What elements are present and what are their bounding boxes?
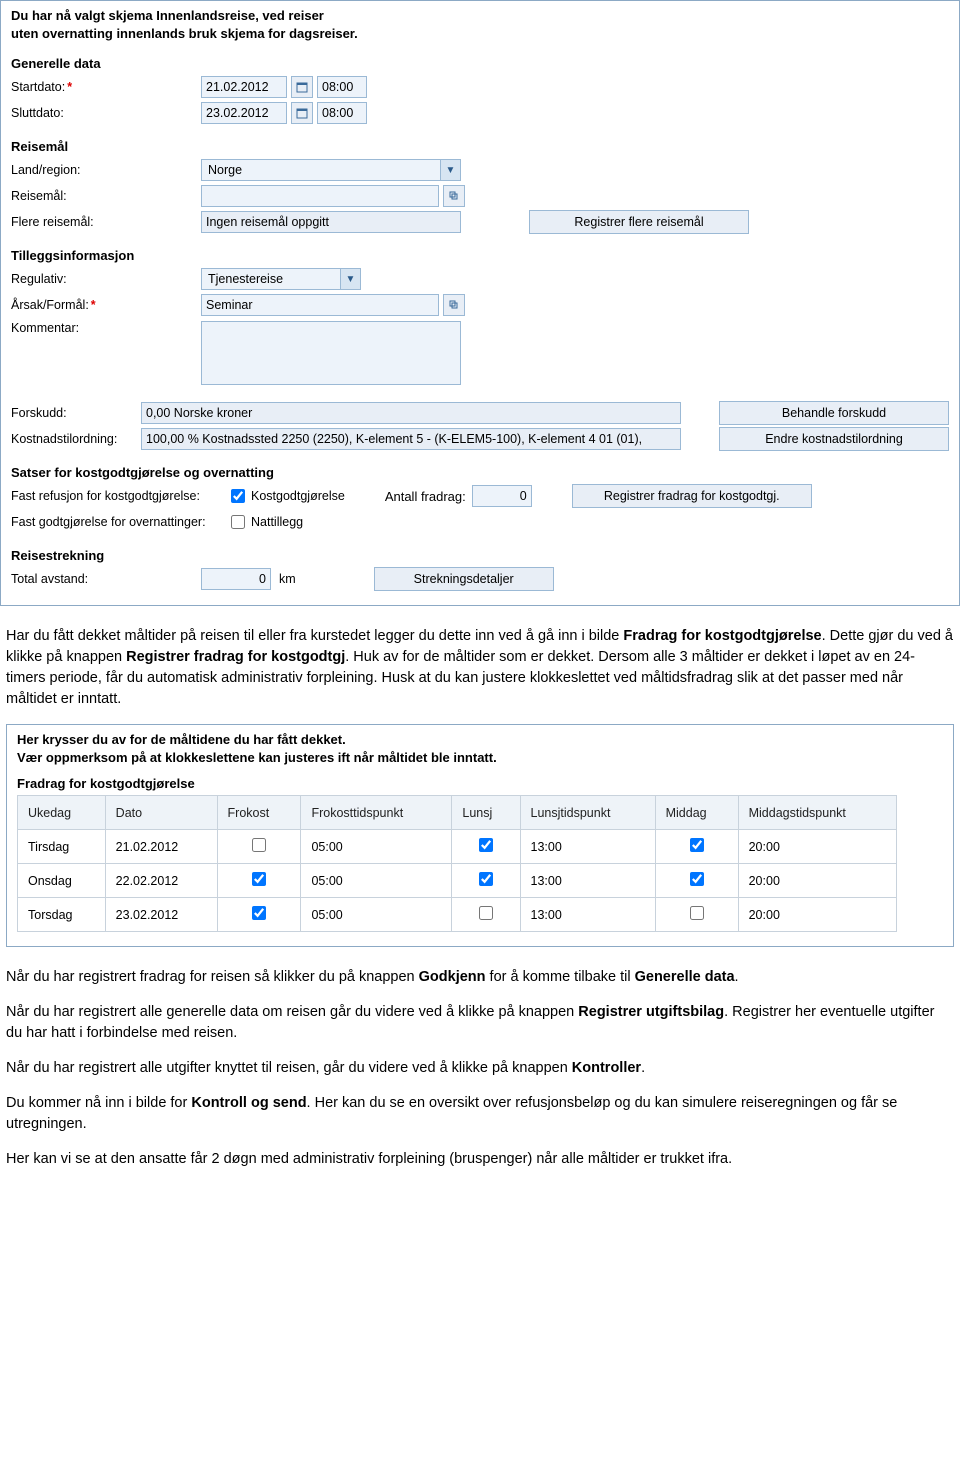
kostgodtgjorelse-checkbox-label: Kostgodtgjørelse	[251, 489, 345, 503]
arsak-input[interactable]	[201, 294, 439, 316]
chevron-down-icon[interactable]: ▼	[340, 269, 360, 289]
kostgodtgjorelse-checkbox[interactable]: Kostgodtgjørelse	[231, 489, 345, 503]
meal-table-row: Onsdag22.02.201205:0013:0020:00	[18, 864, 897, 898]
registrer-fradrag-button[interactable]: Registrer fradrag for kostgodtgj.	[572, 484, 812, 508]
middag-checkbox[interactable]	[690, 906, 704, 920]
sluttdato-row: Sluttdato:	[11, 101, 949, 125]
behandle-forskudd-button[interactable]: Behandle forskudd	[719, 401, 949, 425]
regulativ-label: Regulativ:	[11, 272, 201, 287]
fast-refusjon-label: Fast refusjon for kostgodtgjørelse:	[11, 489, 231, 504]
col-lunsj: Lunsj	[452, 796, 520, 830]
total-avstand-input[interactable]	[201, 568, 271, 590]
meal-table: Ukedag Dato Frokost Frokosttidspunkt Lun…	[17, 795, 897, 932]
doc-paragraph-6: Her kan vi se at den ansatte får 2 døgn …	[6, 1149, 954, 1170]
col-ukedag: Ukedag	[18, 796, 106, 830]
total-avstand-label: Total avstand:	[11, 572, 201, 587]
section-reisestrekning: Reisestrekning	[11, 548, 949, 563]
lunsj-checkbox[interactable]	[479, 906, 493, 920]
regulativ-row: Regulativ: Tjenestereise ▼	[11, 267, 949, 291]
col-middag: Middag	[655, 796, 738, 830]
startdato-label: Startdato:*	[11, 80, 201, 95]
col-middagtid: Middagstidspunkt	[738, 796, 896, 830]
doc-paragraph-1: Har du fått dekket måltider på reisen ti…	[6, 626, 954, 710]
land-combo-text: Norge	[202, 163, 440, 177]
startdato-row: Startdato:*	[11, 75, 949, 99]
frokost-checkbox[interactable]	[252, 838, 266, 852]
nattillegg-checkbox-input[interactable]	[231, 515, 245, 529]
flere-reisemal-label: Flere reisemål:	[11, 215, 201, 230]
frokost-checkbox[interactable]	[252, 872, 266, 886]
section-generelle-data: Generelle data	[11, 56, 949, 71]
starttid-input[interactable]	[317, 76, 367, 98]
kommentar-row: Kommentar:	[11, 321, 949, 385]
section-satser: Satser for kostgodtgjørelse og overnatti…	[11, 465, 949, 480]
startdato-input[interactable]	[201, 76, 287, 98]
reisemal-row: Reisemål:	[11, 184, 949, 208]
doc-paragraph-5: Du kommer nå inn i bilde for Kontroll og…	[6, 1093, 954, 1135]
meal-table-row: Torsdag23.02.201205:0013:0020:00	[18, 898, 897, 932]
frokost-checkbox[interactable]	[252, 906, 266, 920]
flere-reisemal-row: Flere reisemål: Ingen reisemål oppgitt R…	[11, 210, 949, 234]
middag-checkbox[interactable]	[690, 872, 704, 886]
section-reisemal: Reisemål	[11, 139, 949, 154]
strekningsdetaljer-button[interactable]: Strekningsdetaljer	[374, 567, 554, 591]
col-frokost: Frokost	[217, 796, 301, 830]
search-icon[interactable]	[443, 294, 465, 316]
meal-table-header-row: Ukedag Dato Frokost Frokosttidspunkt Lun…	[18, 796, 897, 830]
arsak-row: Årsak/Formål:*	[11, 293, 949, 317]
search-icon[interactable]	[443, 185, 465, 207]
antall-fradrag-input[interactable]	[472, 485, 532, 507]
forskudd-row: Forskudd: 0,00 Norske kroner Behandle fo…	[11, 401, 949, 425]
col-dato: Dato	[105, 796, 217, 830]
meal-table-title: Fradrag for kostgodtgjørelse	[17, 776, 943, 791]
doc-paragraph-3: Når du har registrert alle generelle dat…	[6, 1002, 954, 1044]
total-avstand-row: Total avstand: km Strekningsdetaljer	[11, 567, 949, 591]
regulativ-combo[interactable]: Tjenestereise ▼	[201, 268, 361, 290]
chevron-down-icon[interactable]: ▼	[440, 160, 460, 180]
endre-kostnadstilordning-button[interactable]: Endre kostnadstilordning	[719, 427, 949, 451]
travel-form-panel: Du har nå valgt skjema Innenlandsreise, …	[0, 0, 960, 606]
calendar-icon[interactable]	[291, 76, 313, 98]
reisemal-input[interactable]	[201, 185, 439, 207]
section-tillegg: Tilleggsinformasjon	[11, 248, 949, 263]
kommentar-textarea[interactable]	[201, 321, 461, 385]
meal-deduction-panel: Her krysser du av for de måltidene du ha…	[6, 724, 954, 947]
meal-instruction: Her krysser du av for de måltidene du ha…	[17, 731, 943, 766]
col-frokosttid: Frokosttidspunkt	[301, 796, 452, 830]
antall-fradrag-label: Antall fradrag:	[385, 489, 466, 504]
fast-godtgjorelse-row: Fast godtgjørelse for overnattinger: Nat…	[11, 510, 949, 534]
sluttdato-label: Sluttdato:	[11, 106, 201, 121]
land-combo[interactable]: Norge ▼	[201, 159, 461, 181]
fast-refusjon-row: Fast refusjon for kostgodtgjørelse: Kost…	[11, 484, 949, 508]
nattillegg-checkbox-label: Nattillegg	[251, 515, 303, 529]
land-row: Land/region: Norge ▼	[11, 158, 949, 182]
forskudd-label: Forskudd:	[11, 406, 141, 421]
calendar-icon[interactable]	[291, 102, 313, 124]
forskudd-value: 0,00 Norske kroner	[141, 402, 681, 424]
sluttdato-input[interactable]	[201, 102, 287, 124]
kommentar-label: Kommentar:	[11, 321, 201, 336]
kostgodtgjorelse-checkbox-input[interactable]	[231, 489, 245, 503]
slutttid-input[interactable]	[317, 102, 367, 124]
lunsj-checkbox[interactable]	[479, 872, 493, 886]
reisemal-label: Reisemål:	[11, 189, 201, 204]
nattillegg-checkbox[interactable]: Nattillegg	[231, 515, 303, 529]
lunsj-checkbox[interactable]	[479, 838, 493, 852]
total-avstand-unit: km	[279, 572, 296, 586]
meal-table-row: Tirsdag21.02.201205:0013:0020:00	[18, 830, 897, 864]
kostnadstilordning-row: Kostnadstilordning: 100,00 % Kostnadsste…	[11, 427, 949, 451]
kostnadstilordning-label: Kostnadstilordning:	[11, 432, 141, 447]
flere-reisemal-value: Ingen reisemål oppgitt	[201, 211, 461, 233]
col-lunsjtid: Lunsjtidspunkt	[520, 796, 655, 830]
intro-text: Du har nå valgt skjema Innenlandsreise, …	[11, 7, 949, 42]
land-label: Land/region:	[11, 163, 201, 178]
fast-godtgjorelse-label: Fast godtgjørelse for overnattinger:	[11, 515, 231, 530]
registrer-flere-reisemal-button[interactable]: Registrer flere reisemål	[529, 210, 749, 234]
arsak-label: Årsak/Formål:*	[11, 298, 201, 313]
doc-paragraph-2: Når du har registrert fradrag for reisen…	[6, 967, 954, 988]
kostnadstilordning-value: 100,00 % Kostnadssted 2250 (2250), K-ele…	[141, 428, 681, 450]
doc-paragraph-4: Når du har registrert alle utgifter knyt…	[6, 1058, 954, 1079]
regulativ-combo-text: Tjenestereise	[202, 272, 340, 286]
middag-checkbox[interactable]	[690, 838, 704, 852]
